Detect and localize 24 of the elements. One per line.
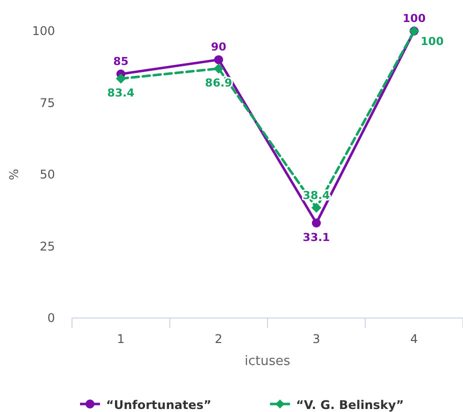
x-tick-label: 1 [117,332,125,346]
y-tick-label: 75 [40,96,55,110]
x-axis-title: ictuses [244,354,291,369]
data-label: 100 [420,35,444,48]
point [214,64,224,74]
point [214,55,224,64]
x-tick-label: 3 [312,332,320,346]
x-tick-label: 2 [214,332,222,346]
point [311,202,322,213]
legend-label: “V. G. Belinsky” [296,398,404,412]
legend-label: “Unfortunates” [106,398,212,412]
y-tick-label: 0 [47,311,55,325]
data-label: 83.4 [107,86,135,100]
x-tick-label: 4 [410,332,418,346]
y-axis-title: % [7,168,21,180]
data-label: 85 [113,55,129,68]
y-tick-label: 100 [32,24,55,38]
data-label: 90 [210,40,227,54]
data-label: 33.1 [302,231,330,244]
point [312,218,321,228]
y-tick-label: 25 [40,239,55,254]
point [116,74,126,84]
y-tick-label: 50 [40,168,55,182]
data-label: 100 [402,12,426,25]
